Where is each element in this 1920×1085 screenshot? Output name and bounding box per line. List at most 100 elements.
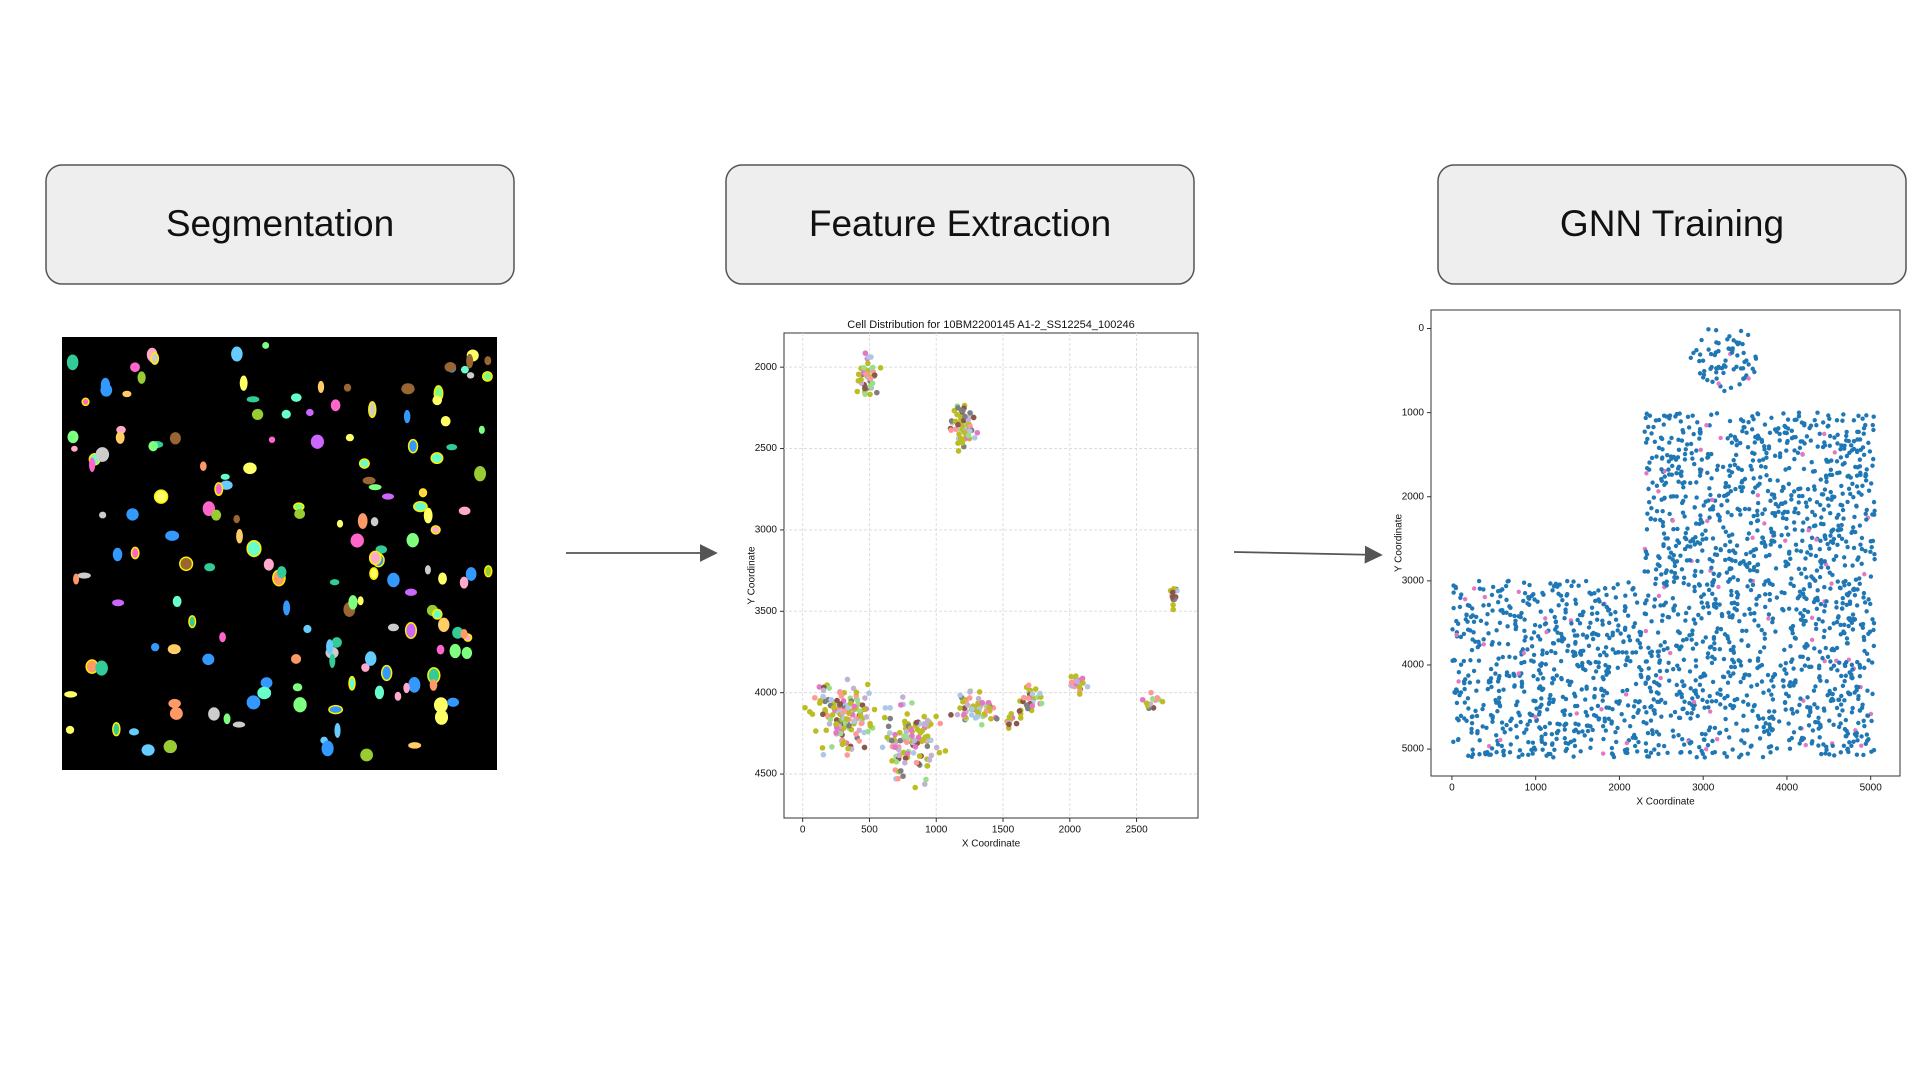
cell-point [845,745,851,752]
node-point [1830,494,1835,499]
node-point [1667,511,1672,517]
cell [292,683,303,692]
cell [219,632,226,643]
node-point [1825,541,1830,547]
node-point [1646,675,1651,681]
node-point [1858,472,1863,478]
cell-point [976,689,983,695]
node-point [1847,450,1852,456]
node-point [1670,666,1676,672]
node-point [1548,581,1553,586]
node-point [1570,649,1576,654]
cell-point [1148,689,1154,696]
node-point [1621,639,1626,645]
cell-point [888,737,895,744]
cell [231,346,243,362]
node-point [1716,573,1721,578]
node-point [1743,551,1749,557]
node-point [1660,519,1666,525]
node-point [1854,503,1859,509]
node-point [1461,658,1467,664]
node-point [1513,624,1519,630]
node-point [1861,426,1867,431]
node-point [1784,671,1789,676]
node-point [1712,641,1717,646]
node-point [1829,666,1834,671]
node-point [1727,418,1733,424]
node-point [1597,652,1603,658]
node-point [1657,668,1663,674]
node-point [1812,702,1817,707]
node-point [1752,618,1757,623]
cell-point [1076,684,1083,691]
node-point [1535,677,1540,682]
node-point [1856,696,1861,702]
node-point [1824,679,1829,684]
cell [99,511,107,519]
cell-point [915,734,922,741]
node-point [1669,569,1674,574]
node-point [1811,576,1816,581]
node-point [1823,645,1829,651]
node-point [1738,440,1743,446]
cell [165,530,180,541]
node-point [1819,558,1824,563]
node-point [1666,459,1672,464]
node-point [1679,644,1684,649]
node-point [1688,355,1694,361]
node-point [1844,592,1850,597]
node-point [1522,638,1527,643]
node-point [1648,689,1654,694]
node-point [1748,611,1753,616]
node-point [1836,533,1842,539]
node-point [1728,673,1733,679]
node-point [1623,749,1628,755]
cell [459,576,469,589]
node-point [1729,588,1734,594]
node-point [1827,688,1832,694]
cell-point [861,706,868,713]
node-point [1572,738,1577,743]
node-point [1661,422,1666,427]
node-point [1725,680,1731,685]
node-point [1692,584,1697,590]
node-point [1805,487,1811,492]
node-point [1756,623,1761,628]
node-point [1697,358,1702,364]
node-point [1824,457,1829,463]
node-point [1827,718,1832,723]
node-point [1618,631,1623,636]
node-point [1835,579,1840,584]
cell-point [827,716,834,723]
node-point [1725,436,1730,441]
node-point [1812,513,1818,518]
cell-point [1006,714,1013,720]
cell-point [1068,679,1075,686]
node-point [1691,431,1696,437]
node-point [1578,749,1583,754]
node-point [1731,671,1736,676]
node-point [1591,675,1596,681]
node-point [1822,431,1827,437]
cell-point [841,739,847,746]
node-point [1765,672,1771,678]
cell [294,508,306,519]
node-point [1866,488,1872,493]
node-point [1580,632,1586,637]
node-point [1574,711,1579,716]
node-point [1842,662,1847,667]
node-point [1730,548,1736,553]
cell [413,500,428,513]
plot-title: Cell Distribution for 10BM2200145 A1-2_S… [847,319,1134,331]
node-point [1690,646,1696,651]
node-point [1862,600,1868,605]
node-point [1633,698,1638,704]
node-point [1471,586,1477,591]
node-point [1630,587,1635,592]
node-point [1835,432,1840,437]
x-tick-label: 0 [1449,783,1455,794]
cell [150,352,160,365]
node-point [1834,418,1840,423]
node-point [1584,713,1590,718]
node-point [1595,703,1601,709]
